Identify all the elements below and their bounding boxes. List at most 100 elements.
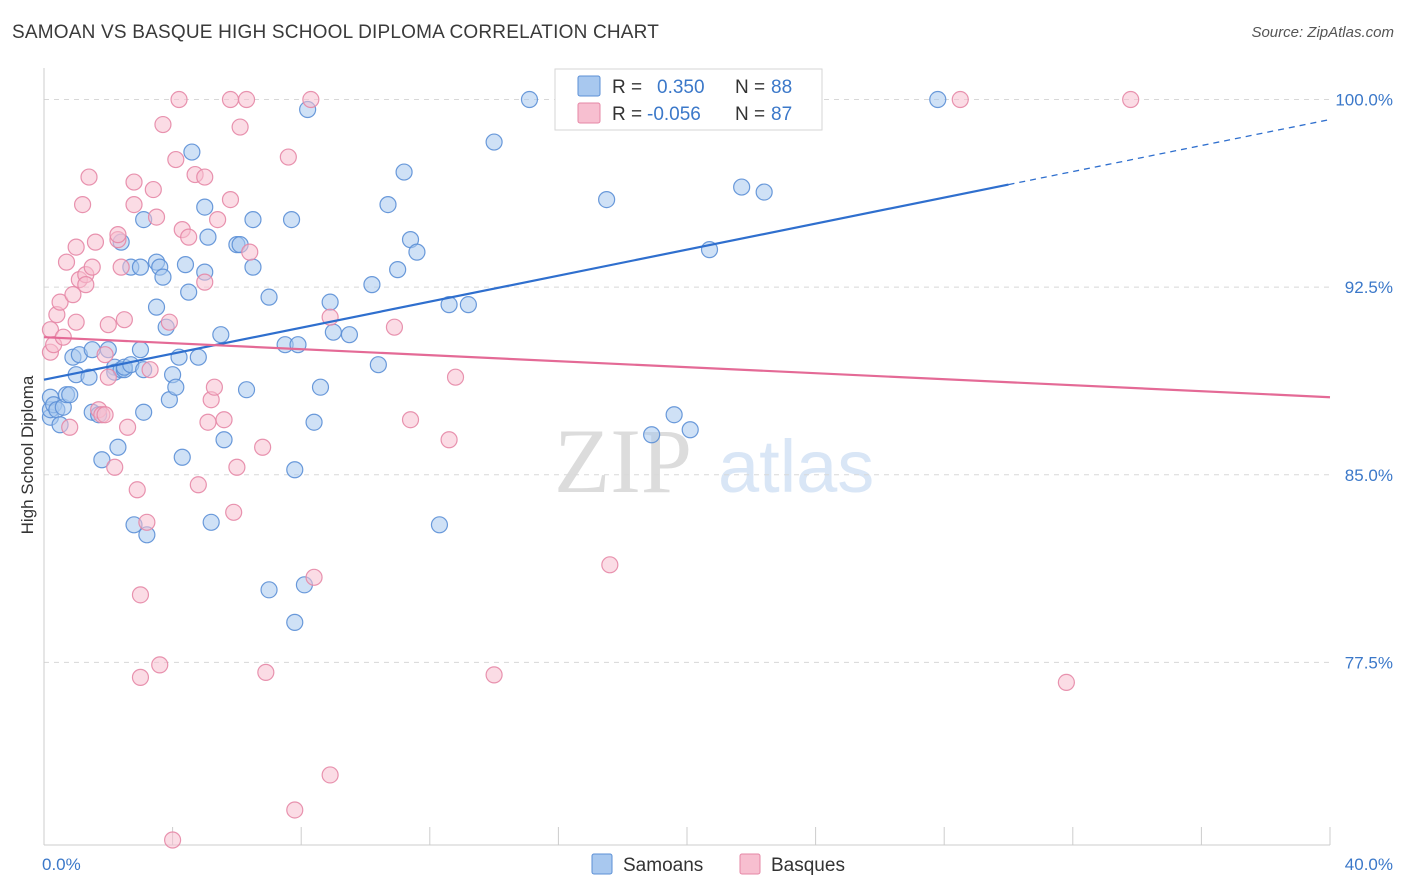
basque-point <box>106 458 124 476</box>
samoan-point <box>237 381 256 399</box>
samoan-point <box>321 293 339 311</box>
samoan-point <box>183 143 201 161</box>
basque-point <box>167 150 185 169</box>
y-tick-label: 85.0% <box>1345 466 1393 485</box>
basque-point <box>118 418 137 436</box>
samoan-point <box>459 296 477 314</box>
basque-point <box>241 243 259 261</box>
samoan-point <box>189 348 207 366</box>
basque-point <box>61 418 79 436</box>
basque-point <box>231 118 249 136</box>
basque-point <box>96 406 114 424</box>
samoan-point <box>430 516 449 534</box>
watermark-atlas: atlas <box>718 425 874 508</box>
basque-point <box>57 253 76 271</box>
samoan-point <box>929 90 947 109</box>
legend-label-basques[interactable]: Basques <box>771 855 845 876</box>
stats-n-label-samoans: N = <box>735 77 765 98</box>
y-tick-label: 100.0% <box>1335 91 1393 110</box>
stats-r-value-basques: -0.056 <box>647 104 701 125</box>
basque-point <box>951 90 969 109</box>
samoan-point <box>199 228 217 246</box>
basque-point <box>141 361 159 379</box>
basque-point <box>189 476 207 494</box>
basque-point <box>225 503 243 521</box>
samoan-point <box>176 256 195 274</box>
samoan-point <box>520 90 539 109</box>
samoan-point <box>305 413 323 431</box>
samoan-point <box>408 243 426 261</box>
basque-point <box>73 195 92 214</box>
samoan-point <box>311 378 330 396</box>
basque-point <box>125 173 143 191</box>
basque-point <box>221 90 240 109</box>
legend-label-samoans[interactable]: Samoans <box>623 855 703 876</box>
samoan-point <box>389 261 407 279</box>
samoan-trend-line <box>43 183 1009 381</box>
basque-point <box>199 413 217 431</box>
source-label: Source: ZipAtlas.com <box>1251 24 1394 41</box>
samoan-point <box>212 326 230 344</box>
stats-swatch-samoans <box>577 75 601 97</box>
basque-point <box>196 168 214 186</box>
basque-point <box>279 148 297 166</box>
samoan-point <box>109 438 127 456</box>
stats-n-value-samoans: 88 <box>771 77 792 98</box>
basque-point <box>115 311 133 329</box>
basque-point <box>215 411 233 429</box>
basque-point <box>112 258 130 276</box>
samoan-point <box>154 268 172 286</box>
legend-swatch-samoans[interactable] <box>591 853 613 875</box>
basque-point <box>485 666 503 684</box>
samoan-point <box>61 386 79 404</box>
samoan-point <box>180 283 198 301</box>
samoan-point <box>282 211 301 229</box>
samoan-point <box>379 195 397 214</box>
basque-point <box>109 226 127 244</box>
legend-swatch-basques[interactable] <box>739 853 761 875</box>
basque-point <box>138 513 156 531</box>
basque-point <box>601 556 619 574</box>
samoan-point <box>485 133 503 151</box>
samoan-point <box>215 431 233 449</box>
samoan-point <box>363 276 381 294</box>
trend-lines <box>43 118 1331 399</box>
samoan-point <box>286 613 304 631</box>
basque-point <box>99 316 117 334</box>
basque-point <box>196 273 214 291</box>
basque-point <box>131 668 150 686</box>
basque-point <box>254 438 272 456</box>
samoan-point <box>173 448 191 466</box>
tick-labels: 100.0% 92.5% 85.0% 77.5% 0.0% 40.0% <box>42 91 1393 874</box>
legend: Samoans Basques <box>591 853 845 876</box>
stats-r-value-samoans: 0.350 <box>657 77 705 98</box>
basque-point <box>99 368 117 386</box>
basque-point <box>446 368 465 386</box>
chart-title: SAMOAN VS BASQUE HIGH SCHOOL DIPLOMA COR… <box>12 22 660 43</box>
basque-point <box>80 168 98 186</box>
samoan-point <box>598 190 616 209</box>
basque-point <box>286 801 304 819</box>
basque-point <box>67 313 85 331</box>
basque-point <box>160 313 178 331</box>
basque-point <box>321 766 339 784</box>
basque-point <box>385 318 404 336</box>
samoan-point <box>643 426 661 444</box>
basque-point <box>151 656 169 674</box>
y-axis-title: High School Diploma <box>18 375 37 534</box>
samoan-point <box>167 378 185 396</box>
basque-point <box>302 90 320 109</box>
samoan-point <box>196 198 214 216</box>
basque-point <box>128 481 146 499</box>
basque-trend-line <box>43 336 1331 399</box>
basque-point <box>228 458 246 476</box>
basque-point <box>51 293 69 311</box>
data-points <box>41 90 1140 849</box>
stats-n-label-basques: N = <box>735 104 765 125</box>
samoan-point <box>286 461 304 479</box>
samoan-point <box>733 178 751 196</box>
samoan-point <box>147 298 166 316</box>
basque-point <box>237 90 256 109</box>
basque-point <box>67 238 85 256</box>
